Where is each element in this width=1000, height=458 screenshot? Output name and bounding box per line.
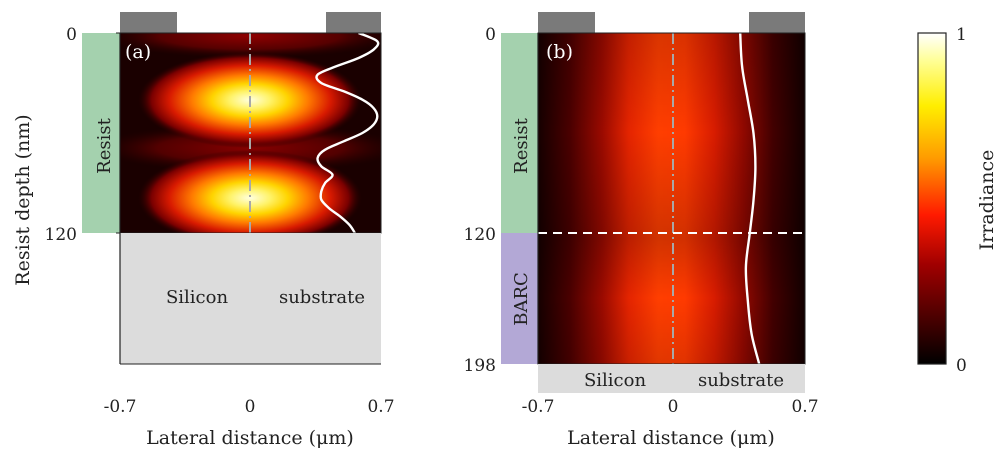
panel-label-a: (a) (125, 41, 151, 63)
colorbar-min-label: 0 (956, 356, 967, 376)
layer-band-resist-a (82, 33, 120, 233)
substrate-b (538, 364, 805, 393)
substrate-word2-a: substrate (279, 287, 365, 308)
mask-feature-left-b (538, 12, 595, 33)
substrate-word2-b: substrate (698, 370, 784, 391)
y-tick-120-a: 120 (45, 225, 77, 245)
profile-curve-b (739, 33, 761, 364)
colorbar-max-label: 1 (956, 25, 967, 45)
layer-band-resist-b (501, 33, 538, 233)
layer-label-resist-b: Resist (511, 117, 532, 173)
y-axis-label-a: Resist depth (nm) (12, 114, 34, 285)
heatmap-a (120, 33, 381, 233)
heatmap-b (538, 33, 805, 364)
x-tick-center-b: 0 (668, 397, 679, 417)
layer-label-resist-a: Resist (94, 117, 115, 173)
y-tick-198-b: 198 (464, 356, 496, 376)
x-tick-left-b: -0.7 (522, 397, 555, 417)
mask-feature-right-b (749, 12, 805, 33)
panel-a: Resist (a) Silicon substrate 0 120 Resis… (12, 12, 395, 449)
x-tick-left-a: -0.7 (104, 397, 137, 417)
x-axis-label-b: Lateral distance (μm) (567, 427, 775, 449)
profile-curve-a (315, 33, 380, 233)
red-band-top (120, 33, 381, 58)
colorbar: 1 0 Irradiance (917, 25, 998, 376)
layer-band-barc-b (501, 233, 538, 364)
colorbar-gradient (917, 32, 947, 365)
y-tick-0-a: 0 (66, 25, 77, 45)
x-tick-right-a: 0.7 (367, 397, 394, 417)
x-axis-label-a: Lateral distance (μm) (146, 427, 354, 449)
panel-label-b: (b) (546, 41, 573, 63)
y-tick-120-b: 120 (464, 225, 496, 245)
y-tick-0-b: 0 (485, 25, 496, 45)
mask-feature-right (326, 12, 381, 33)
hotspot-lower (138, 150, 362, 233)
colorbar-title: Irradiance (976, 150, 998, 251)
substrate-word1-a: Silicon (166, 287, 229, 308)
x-tick-right-b: 0.7 (791, 397, 818, 417)
mask-feature-left (120, 12, 177, 33)
x-tick-center-a: 0 (245, 397, 256, 417)
layer-label-barc-b: BARC (511, 272, 532, 326)
panel-b: Resist BARC (b) Silicon substrate 0 120 … (464, 12, 819, 449)
substrate-word1-b: Silicon (584, 370, 647, 391)
substrate-a (120, 233, 381, 364)
